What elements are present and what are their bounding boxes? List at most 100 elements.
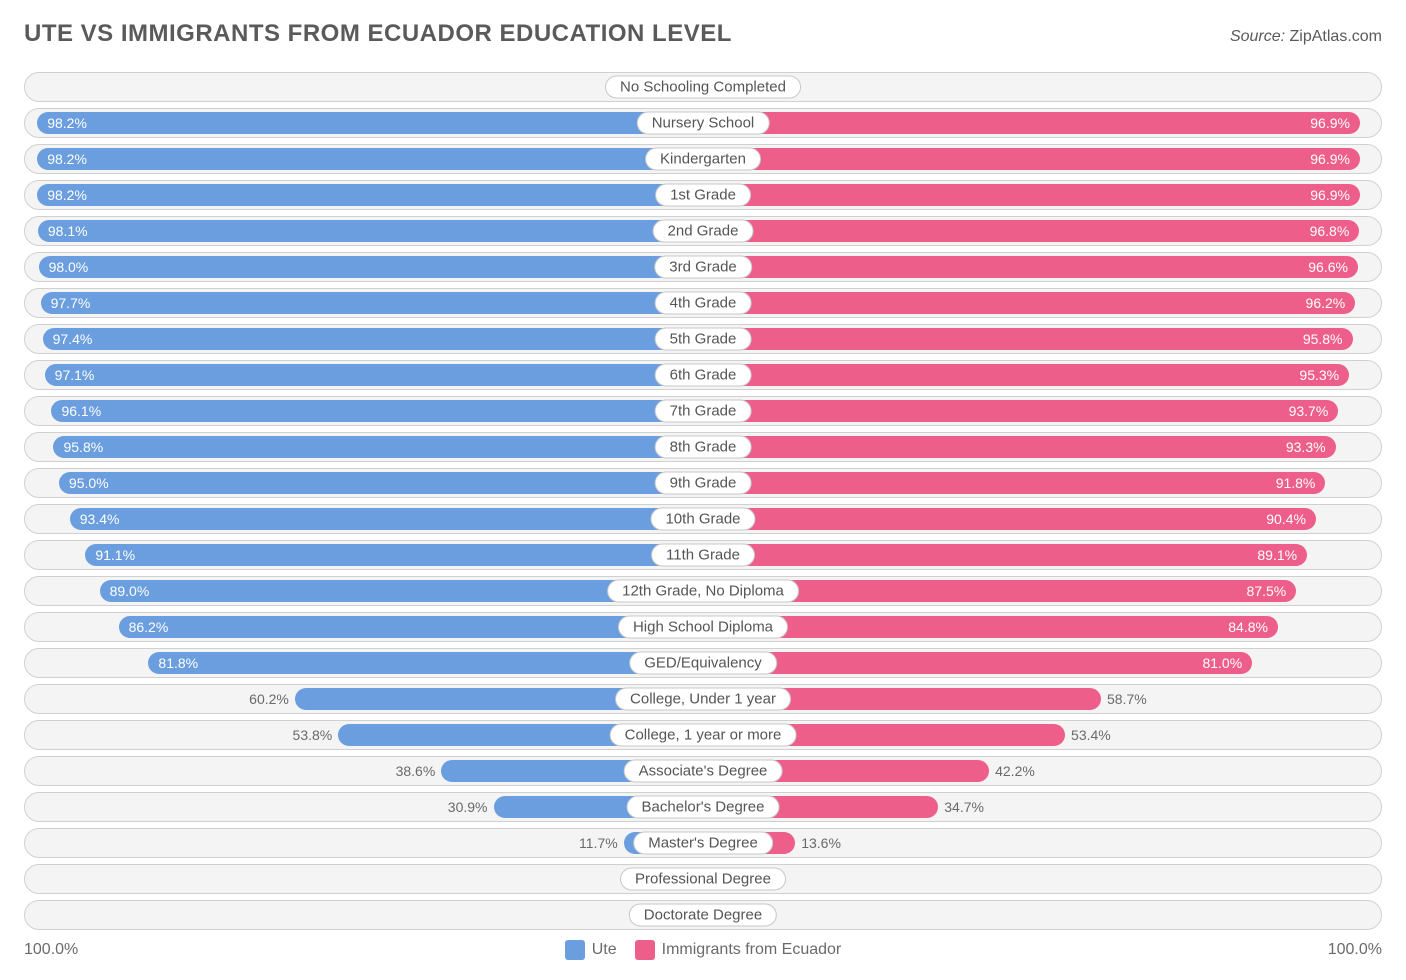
value-right: 96.6%: [1308, 259, 1348, 275]
bar-left: 98.1%: [38, 220, 703, 242]
value-left: 81.8%: [158, 655, 198, 671]
value-right: 87.5%: [1247, 583, 1287, 599]
legend-label-right: Immigrants from Ecuador: [662, 941, 842, 959]
category-pill: 8th Grade: [655, 436, 752, 459]
bar-right: 90.4%: [703, 508, 1316, 530]
value-right: 13.6%: [795, 829, 841, 857]
chart-row: 96.1%93.7%7th Grade: [24, 396, 1382, 426]
chart-row: 30.9% 34.7% Bachelor's Degree: [24, 792, 1382, 822]
chart-row: 81.8% 81.0%GED/Equivalency: [24, 648, 1382, 678]
value-left: 97.1%: [55, 367, 95, 383]
bar-left: 98.2%: [37, 148, 703, 170]
value-left: 93.4%: [80, 511, 120, 527]
category-pill: High School Diploma: [618, 616, 788, 639]
category-pill: 10th Grade: [650, 508, 755, 531]
chart-row: 97.4% 95.8%5th Grade: [24, 324, 1382, 354]
category-pill: 5th Grade: [655, 328, 752, 351]
legend-swatch-right: [635, 940, 655, 960]
bar-right: 95.8%: [703, 328, 1353, 350]
chart-row: 60.2% 58.7% College, Under 1 year: [24, 684, 1382, 714]
bar-right: 96.9%: [703, 148, 1360, 170]
chart-row: 89.0%87.5%12th Grade, No Diploma: [24, 576, 1382, 606]
source-label: Source:: [1230, 28, 1285, 45]
bar-left: 98.2%: [37, 184, 703, 206]
value-right: 93.7%: [1289, 403, 1329, 419]
value-right: 89.1%: [1257, 547, 1297, 563]
category-pill: GED/Equivalency: [629, 652, 777, 675]
category-pill: 3rd Grade: [654, 256, 752, 279]
value-right: 90.4%: [1266, 511, 1306, 527]
chart-row: 4.0%3.8%Professional Degree: [24, 864, 1382, 894]
bar-left: 97.4%: [43, 328, 703, 350]
value-left: 91.1%: [95, 547, 135, 563]
value-left: 98.2%: [47, 187, 87, 203]
chart-row: 98.2% 96.9% Kindergarten: [24, 144, 1382, 174]
chart-row: 93.4% 90.4% 10th Grade: [24, 504, 1382, 534]
category-pill: Kindergarten: [645, 148, 761, 171]
category-pill: Associate's Degree: [624, 760, 783, 783]
chart-row: 98.1%96.8%2nd Grade: [24, 216, 1382, 246]
value-right: 93.3%: [1286, 439, 1326, 455]
value-right: 84.8%: [1228, 619, 1268, 635]
bar-left: 95.8%: [53, 436, 703, 458]
value-right: 42.2%: [989, 757, 1035, 785]
category-pill: 12th Grade, No Diploma: [607, 580, 799, 603]
bar-right: 84.8%: [703, 616, 1278, 638]
value-left: 96.1%: [61, 403, 101, 419]
value-right: 96.9%: [1310, 151, 1350, 167]
value-left: 95.8%: [63, 439, 103, 455]
value-left: 53.8%: [293, 721, 339, 749]
chart-row: 98.0%96.6%3rd Grade: [24, 252, 1382, 282]
bar-right: 95.3%: [703, 364, 1349, 386]
chart-row: 97.1% 95.3%6th Grade: [24, 360, 1382, 390]
value-left: 60.2%: [249, 685, 295, 713]
value-right: 96.8%: [1310, 223, 1350, 239]
value-right: 96.2%: [1306, 295, 1346, 311]
category-pill: 6th Grade: [655, 364, 752, 387]
bar-right: 89.1%: [703, 544, 1307, 566]
category-pill: Nursery School: [637, 112, 770, 135]
bar-left: 86.2%: [119, 616, 703, 638]
value-left: 38.6%: [396, 757, 442, 785]
value-left: 97.7%: [51, 295, 91, 311]
value-right: 53.4%: [1065, 721, 1111, 749]
chart-rows: 2.3%3.1%No Schooling Completed98.2%96.9%…: [24, 72, 1382, 930]
chart-header: UTE VS IMMIGRANTS FROM ECUADOR EDUCATION…: [24, 20, 1382, 48]
legend: Ute Immigrants from Ecuador: [78, 940, 1327, 960]
chart-row: 95.8% 93.3% 8th Grade: [24, 432, 1382, 462]
source-value: ZipAtlas.com: [1290, 28, 1382, 45]
value-right: 58.7%: [1101, 685, 1147, 713]
bar-right: 93.7%: [703, 400, 1338, 422]
value-right: 96.9%: [1310, 115, 1350, 131]
bar-left: 97.7%: [41, 292, 703, 314]
chart-row: 86.2% 84.8% High School Diploma: [24, 612, 1382, 642]
category-pill: Bachelor's Degree: [627, 796, 780, 819]
bar-left: 91.1%: [85, 544, 703, 566]
bar-left: 93.4%: [70, 508, 703, 530]
bar-right: 93.3%: [703, 436, 1336, 458]
axis-left-max: 100.0%: [24, 941, 78, 959]
bar-right: 81.0%: [703, 652, 1252, 674]
value-left: 98.2%: [47, 151, 87, 167]
bar-left: 96.1%: [51, 400, 703, 422]
category-pill: College, Under 1 year: [615, 688, 791, 711]
legend-label-left: Ute: [592, 941, 617, 959]
chart-row: 11.7%13.6%Master's Degree: [24, 828, 1382, 858]
legend-item-right: Immigrants from Ecuador: [635, 940, 842, 960]
legend-swatch-left: [565, 940, 585, 960]
bar-right: 91.8%: [703, 472, 1325, 494]
bar-right: 96.6%: [703, 256, 1358, 278]
category-pill: Master's Degree: [633, 832, 773, 855]
category-pill: 4th Grade: [655, 292, 752, 315]
value-left: 30.9%: [448, 793, 494, 821]
chart-row: 98.2%96.9%Nursery School: [24, 108, 1382, 138]
axis-right-max: 100.0%: [1328, 941, 1382, 959]
chart-row: 95.0%91.8%9th Grade: [24, 468, 1382, 498]
bar-right: 96.9%: [703, 184, 1360, 206]
category-pill: College, 1 year or more: [610, 724, 797, 747]
value-left: 97.4%: [53, 331, 93, 347]
bar-left: 81.8%: [148, 652, 703, 674]
category-pill: 9th Grade: [655, 472, 752, 495]
bar-left: 97.1%: [45, 364, 703, 386]
value-right: 34.7%: [938, 793, 984, 821]
